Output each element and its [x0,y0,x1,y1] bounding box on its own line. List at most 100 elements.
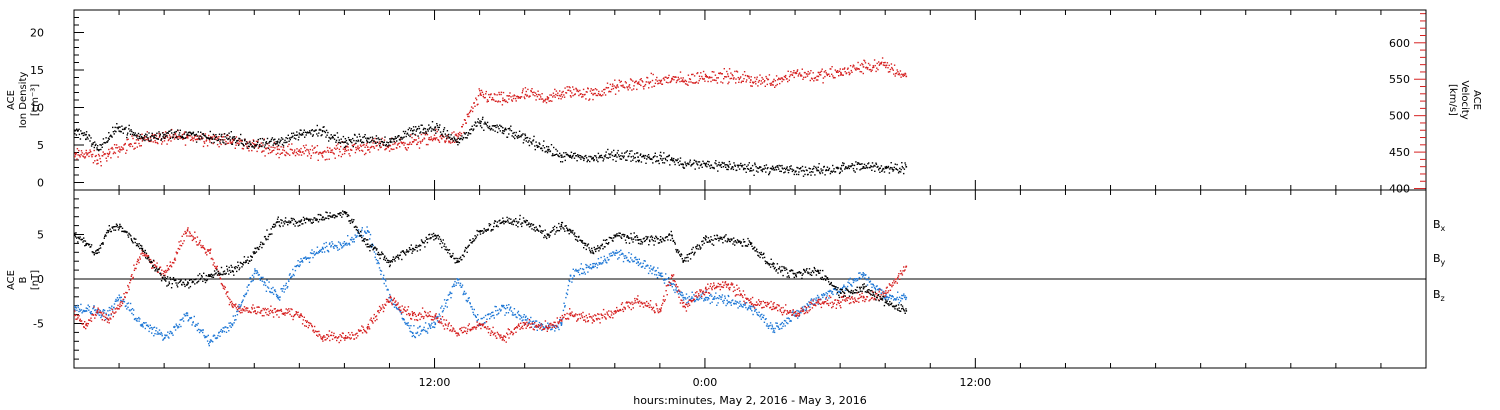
top-right-title-ace: ACE [1471,90,1482,110]
by-point [865,278,868,281]
bz-point [357,329,360,331]
velocity-point [826,73,828,75]
bz-point [622,308,624,311]
bz-point [481,323,483,325]
velocity-point [734,70,736,73]
velocity-point [500,91,503,93]
density-point [749,169,752,172]
density-point [177,138,179,140]
velocity-point [104,153,106,155]
by-point [740,305,742,307]
velocity-point [671,77,673,80]
by-point [566,293,569,296]
by-point [711,295,713,297]
velocity-point [750,79,752,81]
by-point [622,260,625,263]
density-point [647,156,649,159]
by-point [494,305,496,308]
by-point [319,249,321,252]
velocity-point [762,78,764,80]
by-point [889,294,891,296]
bz-point [659,311,661,313]
by-point [647,272,650,275]
velocity-point [744,74,747,77]
density-point [337,136,339,139]
density-point [166,135,168,137]
velocity-point [397,143,399,145]
density-point [452,140,455,142]
density-point [140,135,143,138]
density-point [416,128,419,130]
velocity-point [331,149,334,151]
density-point [576,160,578,162]
density-point [309,131,311,134]
by-point [475,315,477,318]
velocity-point [473,102,475,104]
velocity-point [698,79,700,82]
velocity-point [803,76,805,79]
velocity-point [796,70,798,72]
by-point [520,317,523,319]
density-point [437,126,439,129]
bz-point [101,319,103,321]
density-point [264,144,266,146]
velocity-point [766,77,768,80]
by-point [431,322,433,324]
velocity-point [736,70,738,72]
by-point [781,327,783,330]
density-point [523,139,525,141]
density-point [215,136,218,138]
bz-point [540,323,542,325]
density-point [860,163,862,165]
bz-point [711,288,713,291]
by-point [688,295,690,298]
density-point [505,129,507,131]
bz-point [558,321,560,323]
velocity-point [479,92,482,94]
velocity-point [869,64,871,66]
bz-point [467,328,469,330]
by-point [164,336,166,339]
bz-point [403,309,405,311]
density-point [781,164,783,167]
velocity-point [761,76,763,79]
density-point [185,137,187,139]
density-point [527,141,529,143]
velocity-point [327,151,330,153]
velocity-point [593,92,595,95]
bz-point [409,313,411,315]
by-point [821,294,823,297]
by-point [638,258,640,260]
bz-point [715,287,718,289]
density-point [161,138,163,140]
density-point [492,129,494,131]
velocity-point [282,146,285,149]
velocity-point [291,143,293,145]
by-point [125,305,127,307]
density-point [800,170,803,172]
by-point [297,264,299,266]
density-point [743,167,745,169]
density-point [471,128,473,130]
density-point [726,164,729,166]
density-point [286,141,288,143]
velocity-point [258,144,260,146]
by-point [844,286,846,288]
velocity-point [137,139,140,141]
density-point [607,148,609,151]
by-point [783,323,785,325]
bz-point [260,310,262,312]
by-point [227,327,229,329]
by-point [391,299,393,302]
bz-point [520,322,522,324]
by-point [665,278,668,281]
by-point [253,276,255,278]
by-point [589,263,592,266]
velocity-point [191,136,193,138]
density-point [443,127,446,129]
bz-point [725,286,728,288]
density-point [463,132,466,134]
by-point [117,298,120,301]
density-point [338,139,340,141]
density-point [638,160,640,163]
